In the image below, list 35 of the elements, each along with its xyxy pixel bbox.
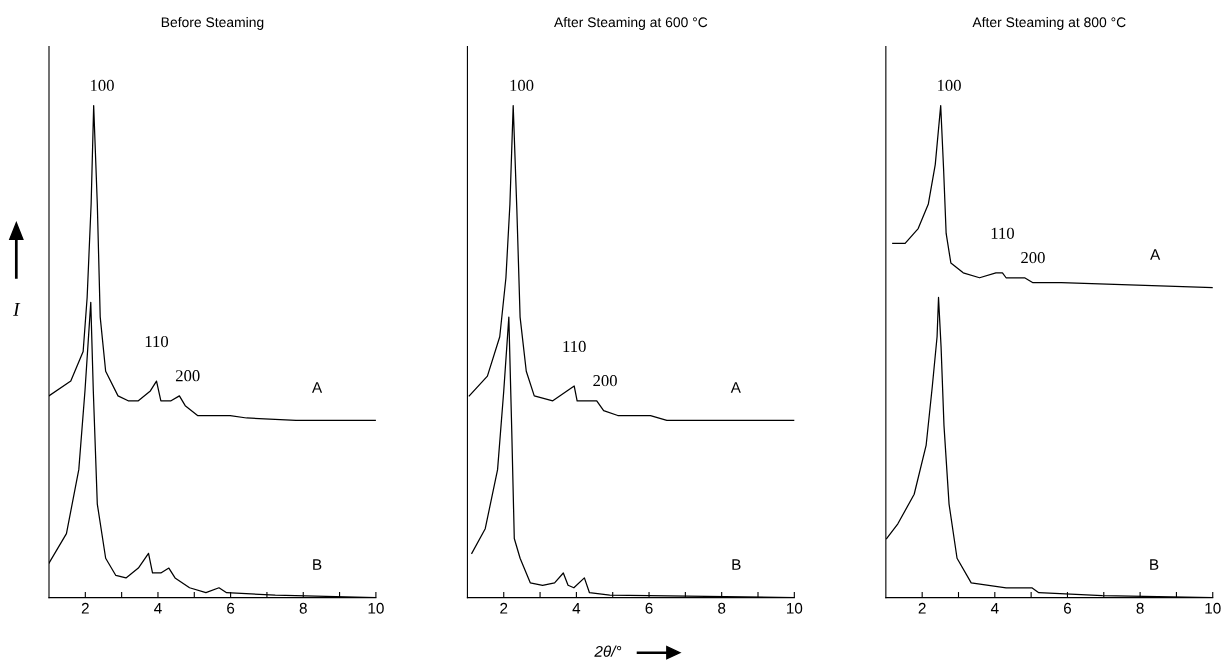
annotation: 110 [145, 335, 169, 348]
chart-title: After Steaming at 600 °C [554, 16, 708, 30]
x-tick-label: 2 [918, 602, 926, 614]
annotation: 100 [510, 79, 534, 92]
x-tick-label: 8 [718, 602, 726, 614]
x-axis-title: 2θ/° [594, 645, 622, 657]
series-label: A [311, 382, 323, 393]
x-tick-label: 8 [299, 602, 307, 614]
x-tick-label: 2 [500, 602, 508, 614]
x-tick-label: 4 [154, 603, 162, 614]
x-tick-label: 10 [786, 602, 803, 614]
x-tick-label: 4 [990, 603, 999, 614]
series-label: B [732, 559, 741, 570]
chart-title: Before Steaming [161, 16, 264, 30]
series-label: B [313, 559, 322, 570]
x-tick-label: 8 [1136, 602, 1144, 614]
series-label: B [1150, 559, 1159, 570]
annotation: 100 [90, 79, 114, 92]
x-tick-label: 10 [1205, 602, 1221, 614]
chart-title: After Steaming at 800 °C [972, 16, 1126, 30]
annotation: 200 [593, 375, 617, 387]
series-label: A [1150, 249, 1161, 260]
annotation: 110 [563, 340, 586, 353]
x-tick-label: 10 [368, 602, 384, 614]
annotation: 200 [1021, 252, 1045, 264]
x-tick-label: 2 [81, 602, 89, 614]
x-tick-label: 6 [1063, 602, 1072, 614]
x-tick-label: 4 [572, 603, 581, 614]
series-label: A [730, 382, 741, 393]
annotation: 100 [938, 79, 961, 92]
annotation: 110 [991, 227, 1014, 239]
x-tick-label: 6 [227, 602, 235, 614]
y-axis-title: I [13, 302, 21, 316]
x-tick-label: 6 [645, 602, 653, 614]
annotation: 200 [175, 370, 200, 382]
